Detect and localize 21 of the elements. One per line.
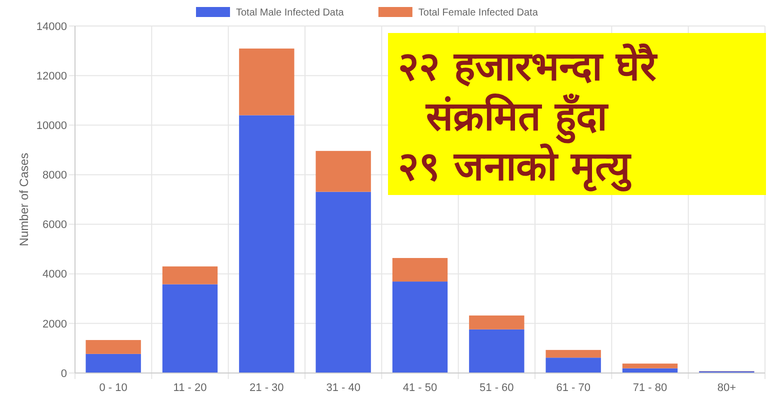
y-tick-label: 8000 bbox=[42, 170, 67, 182]
x-tick-label: 21 - 30 bbox=[250, 382, 284, 394]
x-tick-label: 0 - 10 bbox=[99, 382, 128, 394]
legend-label: Total Male Infected Data bbox=[236, 8, 344, 18]
x-tick-label: 80+ bbox=[717, 382, 736, 394]
annotation: २२ हजारभन्दा घेरै संक्रमित हुँदा २९ जनाको मृत्यु bbox=[398, 43, 658, 192]
y-tick-label: 12000 bbox=[36, 70, 67, 82]
x-tick-label: 31 - 40 bbox=[326, 382, 360, 394]
x-tick-label: 11 - 20 bbox=[173, 382, 207, 394]
x-tick-label: 71 - 80 bbox=[632, 382, 668, 394]
x-tick-label: 41 - 50 bbox=[402, 382, 438, 394]
y-tick-label: 10000 bbox=[36, 120, 67, 132]
y-axis-title: Number of Cases bbox=[17, 152, 31, 246]
legend-label: Total Female Infected Data bbox=[418, 8, 538, 18]
y-tick-label: 4000 bbox=[42, 268, 67, 281]
y-tick-label: 14000 bbox=[36, 20, 67, 33]
y-tick-label: 2000 bbox=[42, 318, 67, 330]
y-tick-label: 0 bbox=[60, 368, 67, 380]
x-tick-label: 61 - 70 bbox=[556, 382, 590, 394]
y-tick-label: 6000 bbox=[42, 219, 67, 232]
x-tick-label: 51 - 60 bbox=[480, 382, 514, 394]
